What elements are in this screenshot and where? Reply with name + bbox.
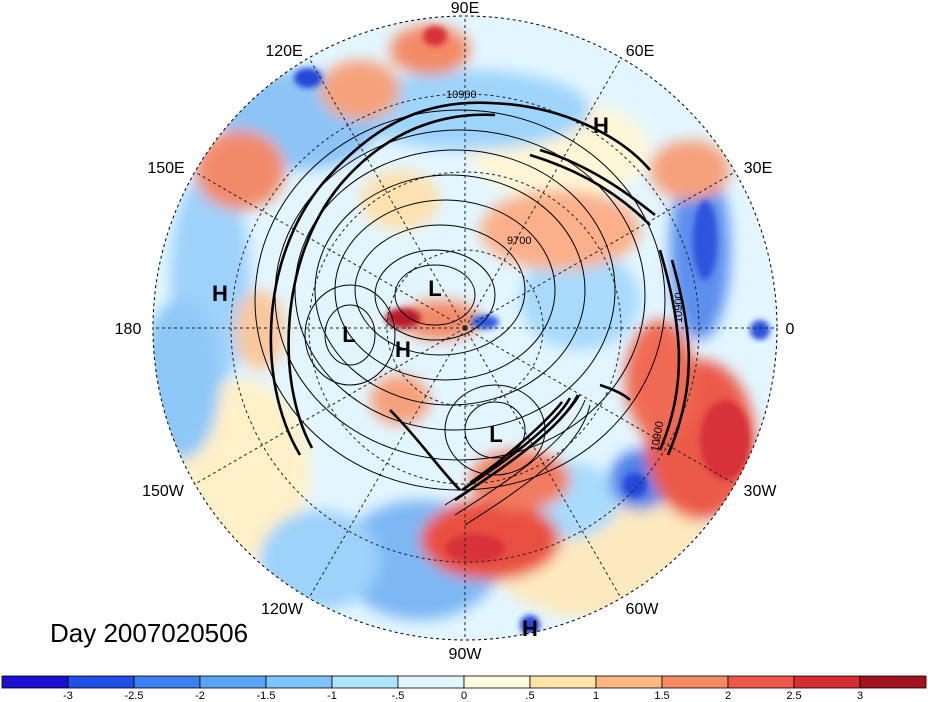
colorbar: -3 -2.5 -2 -1.5 -1 -.5 0 .5 1 1.5 2 2.5 3 (1, 675, 927, 702)
lon-label-90w: 90W (449, 646, 483, 663)
contour-label-9700: 9700 (507, 235, 531, 247)
anomaly-field (153, 16, 777, 640)
colorbar-tick-label: 1.5 (654, 690, 669, 702)
pressure-center-high: H (593, 113, 609, 138)
colorbar-tick-label: -2 (195, 690, 205, 702)
lon-label-180: 180 (115, 321, 142, 338)
colorbar-swatch (199, 675, 267, 689)
colorbar-swatch (133, 675, 201, 689)
colorbar-tick-label: -1.5 (257, 690, 276, 702)
pressure-center-low: L (489, 422, 502, 447)
colorbar-tick-label: -1 (327, 690, 337, 702)
colorbar-swatch (1, 675, 69, 689)
colorbar-swatch (529, 675, 597, 689)
jet-isotachs (269, 101, 691, 502)
lon-label-0: 0 (786, 321, 795, 338)
lon-label-90e: 90E (451, 0, 479, 17)
colorbar-swatch (859, 675, 927, 689)
colorbar-tick-label: 1 (593, 690, 599, 702)
lon-label-120e: 120E (265, 43, 302, 60)
colorbar-swatch (397, 675, 465, 689)
colorbar-swatch (793, 675, 861, 689)
lon-label-60e: 60E (626, 43, 654, 60)
pressure-center-low: L (428, 276, 441, 301)
lon-label-150e: 150E (147, 160, 184, 177)
colorbar-tick-label: -3 (63, 690, 73, 702)
colorbar-swatch (265, 675, 333, 689)
pressure-center-high: H (522, 616, 538, 641)
colorbar-tick-label: 2.5 (786, 690, 801, 702)
lon-label-60w: 60W (626, 601, 660, 618)
lon-label-30e: 30E (744, 160, 772, 177)
colorbar-tick-label: 0 (461, 690, 467, 702)
colorbar-tick-label: -.5 (392, 690, 405, 702)
pressure-center-high: H (212, 281, 228, 306)
colorbar-swatch (67, 675, 135, 689)
colorbar-swatch (595, 675, 663, 689)
contour-label-10900-lower: 10900 (649, 420, 666, 452)
height-contours (254, 109, 666, 526)
colorbar-tick-label: .5 (525, 690, 534, 702)
colorbar-swatch (661, 675, 729, 689)
colorbar-tick-label: 3 (857, 690, 863, 702)
lon-label-120w: 120W (261, 601, 304, 618)
lon-label-30w: 30W (744, 483, 778, 500)
colorbar-tick-label: -2.5 (125, 690, 144, 702)
pressure-center-low: L (342, 322, 355, 347)
day-title: Day 2007020506 (50, 618, 249, 648)
contour-label-10900-right: 10900 (673, 292, 685, 323)
contour-label-10900-top: 10900 (446, 89, 477, 101)
colorbar-swatch (727, 675, 795, 689)
lon-label-150w: 150W (142, 483, 185, 500)
colorbar-swatch (331, 675, 399, 689)
colorbar-tick-label: 2 (725, 690, 731, 702)
colorbar-swatch (463, 675, 531, 689)
meridians (153, 16, 777, 640)
map-boundary (152, 15, 778, 641)
pressure-center-high: H (395, 337, 411, 362)
